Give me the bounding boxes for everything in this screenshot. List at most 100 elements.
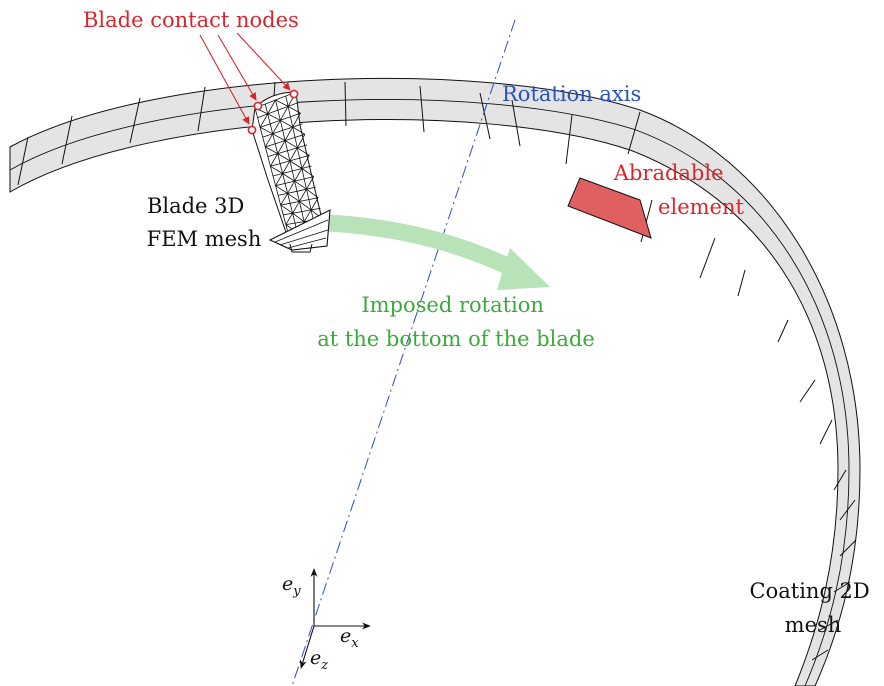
ring-element-edge [833, 581, 851, 593]
blade-mesh-edge [282, 170, 293, 174]
blade-mesh-edge [290, 201, 300, 204]
blade-mesh-edge [296, 134, 306, 148]
blade-mesh-edge [285, 180, 295, 184]
blade-mesh-edge [294, 137, 298, 148]
blade-mesh-edge [277, 106, 289, 111]
blade-contact-nodes-label: Blade contact nodes [83, 8, 299, 32]
contact-node-arrows [199, 32, 291, 125]
ring-element-edge [17, 136, 29, 186]
blade-mesh-edge [294, 178, 305, 182]
blade-mesh-edge [264, 146, 269, 157]
contact-node [289, 89, 299, 99]
coating-mesh-label: Coating 2D mesh [750, 579, 877, 637]
ey-label: ey [282, 573, 301, 599]
blade-mesh-edge [275, 173, 283, 186]
blade-mesh-edge [270, 166, 274, 177]
blade-mesh-edge [275, 185, 279, 196]
blade-mesh-edge [275, 99, 279, 111]
blade-mesh-edge [296, 191, 300, 202]
blade-mesh-edge [301, 168, 305, 179]
blade-mesh-edge [290, 112, 301, 118]
blade-mesh-edge [262, 133, 273, 138]
blade-mesh-edge [284, 126, 294, 141]
blade-mesh-edge [280, 202, 291, 206]
blade-mesh-edge [265, 146, 278, 154]
blade-mesh-edge [287, 193, 300, 202]
ez-label: ez [310, 647, 328, 673]
blade-mesh-edge [272, 133, 276, 144]
ring-element-edge [699, 237, 716, 279]
ring-element-edge [344, 81, 347, 127]
blade-mesh-edge [303, 209, 312, 222]
blade-mesh-edge [272, 173, 283, 177]
blade-mesh-edge [284, 140, 298, 149]
blade-mesh-edge [289, 203, 293, 214]
blade-mesh-edge [262, 136, 266, 148]
blade-mesh-edge [278, 193, 288, 196]
blade-mesh-edge [287, 106, 301, 114]
blade-mesh-edge [301, 165, 312, 169]
blade-mesh-edge [299, 201, 303, 212]
blade-mesh-edge [282, 160, 291, 174]
ring-element-edge [511, 99, 521, 147]
blade-mesh-edge [267, 109, 279, 115]
blade-mesh-edge [303, 178, 307, 190]
ring-element-edge [129, 97, 141, 144]
blade-mesh-edge [275, 183, 286, 187]
ring-element-edge [811, 649, 829, 661]
blade-mesh-edge [291, 170, 295, 182]
blade-mesh-edge [265, 143, 276, 148]
blade-mesh-edge [285, 212, 293, 225]
rotation-axis-line [291, 19, 516, 686]
blade-mesh-edge [287, 150, 291, 161]
ring-element-edge [819, 419, 833, 445]
coating-ring [9, 77, 861, 686]
blade-mesh-edge [308, 197, 319, 200]
abradable-element-label: Abradable element [613, 161, 745, 219]
blade-mesh-edge [280, 119, 293, 128]
blade-mesh-edge [272, 120, 281, 134]
blade-mesh-edge [299, 188, 307, 202]
blade-mesh-edge [279, 163, 283, 174]
blade-mesh-edge [257, 117, 261, 128]
blade-mesh-edge [264, 133, 274, 148]
blade-mesh-edge [296, 188, 307, 192]
blade-mesh-edge [292, 126, 306, 135]
blade-mesh-edge [289, 160, 303, 169]
blade-mesh-edge [292, 168, 303, 172]
blade-mesh-edge [272, 130, 283, 135]
blade-mesh-edge [257, 113, 268, 119]
blade-mesh-edge [306, 189, 310, 200]
blade-mesh-edge [254, 107, 258, 118]
ring-element-edge [479, 92, 491, 140]
blade-mesh-edge [282, 173, 295, 182]
blade-mesh-edge [282, 214, 287, 225]
blade-mesh-edge [289, 160, 293, 172]
ring-element-edge [61, 115, 73, 165]
blade-mesh-edge [296, 147, 300, 159]
blade-mesh-edge [297, 147, 310, 156]
blade-fem-mesh [251, 91, 331, 253]
blade-mesh-edge [292, 123, 303, 128]
blade-mesh-edge [287, 193, 291, 204]
coating-ring-band [9, 77, 861, 686]
blade-mesh-edge [292, 211, 302, 214]
blade-mesh-edge [280, 204, 284, 216]
blade-mesh-edge [308, 199, 312, 210]
blade-mesh-edge [259, 123, 271, 128]
imposed-rotation-arrow [309, 213, 550, 290]
coating-ring-mid-line [9, 99, 850, 686]
blade-mesh-edge [290, 116, 294, 128]
blade-mesh-edge [287, 102, 299, 107]
blade-mesh-label: Blade 3D FEM mesh [147, 194, 262, 251]
ring-element-edge [819, 619, 839, 631]
blade-mesh-edge [294, 181, 298, 192]
blade-mesh-edge [292, 201, 300, 214]
blade-mesh-edge [292, 213, 296, 224]
blade-mesh-edge [265, 99, 276, 105]
blade-mesh-edge [287, 190, 298, 194]
blade-mesh-edge [277, 153, 291, 162]
contact-node [253, 101, 263, 111]
blade-mesh-edge [275, 95, 286, 101]
